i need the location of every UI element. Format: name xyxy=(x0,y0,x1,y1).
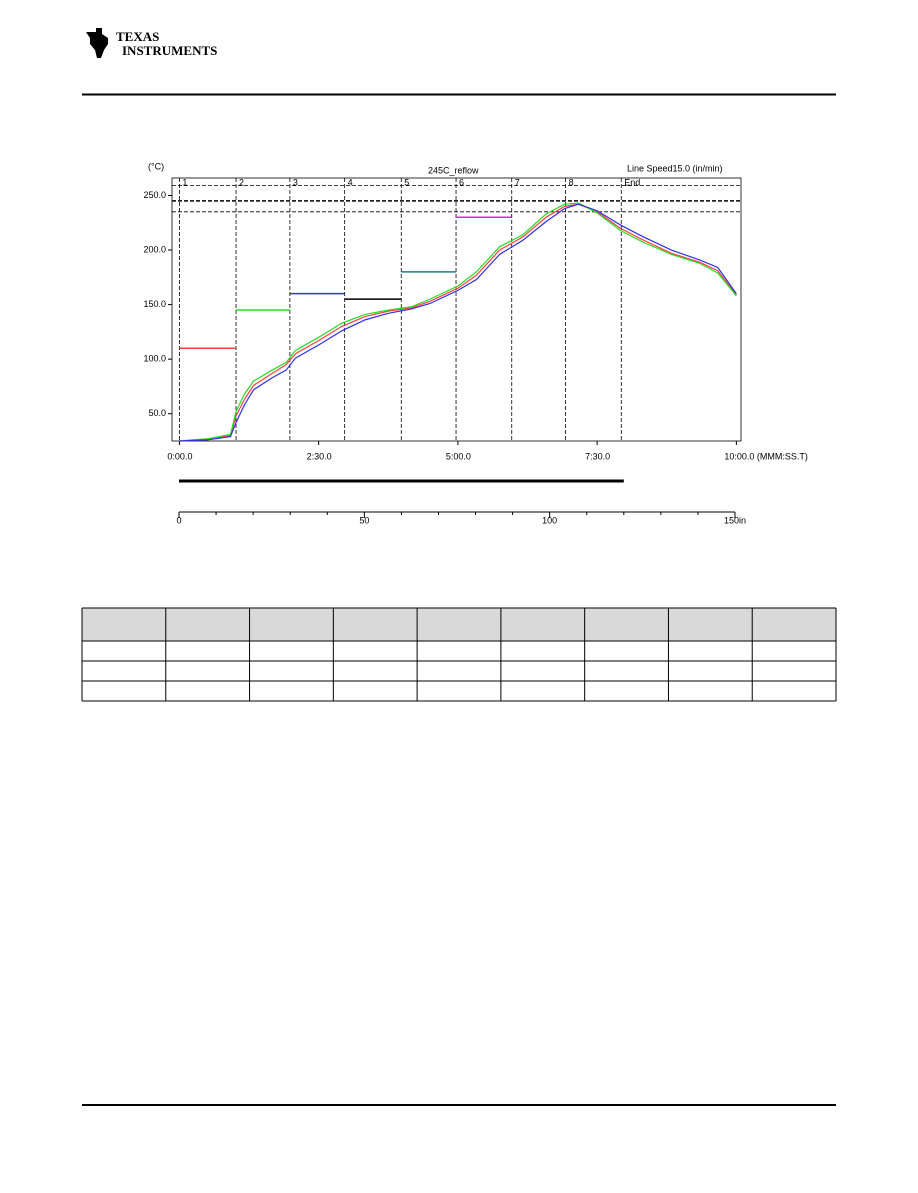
y-unit: (°C) xyxy=(148,161,164,171)
zone-label: 2 xyxy=(239,177,244,187)
y-tick-label: 200.0 xyxy=(143,244,166,254)
table xyxy=(81,607,837,702)
x-tick-label: 7:30.0 xyxy=(585,451,610,461)
zone-label: 1 xyxy=(182,177,187,187)
logo-text: TEXAS xyxy=(116,29,159,44)
x-tick-label: 2:30.0 xyxy=(307,451,332,461)
plot-frame xyxy=(171,177,742,442)
distance-tick-label: 100 xyxy=(542,515,557,525)
zone-label: 3 xyxy=(293,177,298,187)
distance-tick-label: 150in xyxy=(724,515,746,525)
distance-tick-label: 0 xyxy=(176,515,181,525)
distance-tick-label: 50 xyxy=(359,515,369,525)
y-tick-label: 50.0 xyxy=(148,408,166,418)
y-tick-label: 100.0 xyxy=(143,354,166,364)
zone-label: 6 xyxy=(459,177,464,187)
series-line xyxy=(179,203,737,442)
x-tick-label: 10:00.0 (MMM:SS.T) xyxy=(724,451,808,461)
zone-label: 4 xyxy=(348,177,353,187)
zone-label: 5 xyxy=(404,177,409,187)
y-tick-label: 250.0 xyxy=(143,190,166,200)
table-header xyxy=(82,608,836,641)
y-tick-label: 150.0 xyxy=(143,299,166,309)
chart-subtitle: Line Speed15.0 (in/min) xyxy=(627,163,723,173)
logo-text: INSTRUMENTS xyxy=(122,43,217,58)
series-line xyxy=(179,202,737,442)
chart-title: 245C_reflow xyxy=(428,165,479,175)
zone-label: 7 xyxy=(515,177,520,187)
series-line xyxy=(179,203,737,442)
logo-icon xyxy=(86,28,108,58)
zone-label: End xyxy=(624,177,640,187)
x-tick-label: 5:00.0 xyxy=(446,451,471,461)
x-tick-label: 0:00.0 xyxy=(167,451,192,461)
zone-label: 8 xyxy=(569,177,574,187)
